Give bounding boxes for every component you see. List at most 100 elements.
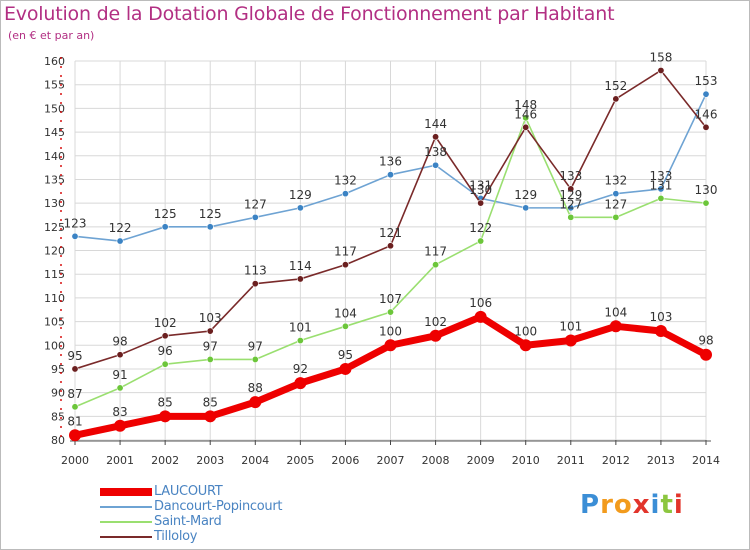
data-label: 144 [424, 117, 447, 131]
data-label: 125 [154, 207, 177, 221]
x-tick-label: 2002 [151, 454, 179, 467]
data-point [432, 133, 440, 141]
y-tick-label: 160 [44, 55, 65, 68]
data-point [294, 377, 307, 390]
data-label: 138 [424, 145, 447, 159]
data-point [432, 161, 440, 169]
legend-item: LAUCOURT [100, 484, 400, 499]
series-laucourt [69, 310, 712, 442]
legend: LAUCOURT Dancourt-Popincourt Saint-Mard Til… [100, 484, 400, 544]
data-point [429, 329, 442, 342]
data-point [386, 308, 394, 316]
data-label: 107 [379, 292, 402, 306]
legend-label: Saint-Mard [154, 514, 222, 529]
data-point [474, 310, 487, 323]
data-point [339, 362, 352, 375]
data-label: 98 [698, 334, 713, 348]
data-point [700, 348, 712, 361]
data-label: 131 [469, 178, 492, 192]
data-point [204, 410, 217, 423]
data-point [341, 190, 349, 198]
data-point [71, 403, 79, 411]
data-point [296, 337, 304, 345]
data-label: 96 [158, 344, 173, 358]
data-label: 121 [379, 226, 402, 240]
logo-letter: r [600, 490, 614, 520]
data-point [657, 185, 665, 193]
data-label: 132 [334, 174, 357, 188]
data-point [249, 396, 262, 409]
data-point [161, 332, 169, 340]
data-label: 88 [248, 381, 263, 395]
data-point [386, 242, 394, 250]
data-label: 95 [67, 349, 82, 363]
y-tick-label: 125 [44, 221, 65, 234]
data-label: 133 [559, 169, 582, 183]
data-point [69, 429, 81, 442]
logo-letter: t [660, 490, 674, 520]
y-tick-label: 140 [44, 150, 65, 163]
data-label: 87 [67, 387, 82, 401]
data-point [206, 223, 214, 231]
y-tick-label: 150 [44, 102, 65, 115]
y-tick-label: 85 [51, 410, 65, 423]
y-tick-label: 95 [51, 363, 65, 376]
legend-swatch [100, 488, 152, 496]
axis-layer: 8085909510010511011512012513013514014515… [44, 55, 720, 467]
data-label: 100 [514, 324, 537, 338]
data-point [567, 204, 575, 212]
data-point [341, 322, 349, 330]
data-label: 153 [695, 74, 718, 88]
data-label: 127 [559, 197, 582, 211]
legend-item: Dancourt-Popincourt [100, 499, 400, 514]
data-point [116, 384, 124, 392]
y-tick-label: 105 [44, 316, 65, 329]
data-label: 113 [244, 264, 267, 278]
data-point [702, 123, 710, 131]
data-point [564, 334, 577, 347]
data-label: 85 [203, 395, 218, 409]
data-point [71, 232, 79, 240]
data-point [251, 355, 259, 363]
data-point [522, 114, 530, 122]
x-tick-label: 2005 [286, 454, 314, 467]
data-point [522, 123, 530, 131]
data-label: 132 [604, 174, 627, 188]
data-point [159, 410, 172, 423]
data-label: 106 [469, 296, 492, 310]
data-label: 129 [559, 188, 582, 202]
data-point [206, 327, 214, 335]
y-tick-label: 100 [44, 339, 65, 352]
data-point [702, 90, 710, 98]
data-point [161, 223, 169, 231]
data-label: 152 [604, 79, 627, 93]
data-label: 133 [649, 169, 672, 183]
x-tick-label: 2014 [692, 454, 720, 467]
logo-letter: i [673, 490, 684, 520]
data-point [609, 320, 622, 333]
data-point [161, 360, 169, 368]
data-label: 123 [64, 216, 87, 230]
chart-title: Evolution de la Dotation Globale de Fonc… [4, 3, 615, 25]
y-tick-label: 130 [44, 197, 65, 210]
legend-label: LAUCOURT [154, 484, 223, 499]
x-tick-label: 2010 [512, 454, 540, 467]
data-label: 130 [469, 183, 492, 197]
data-point [296, 204, 304, 212]
legend-item: Saint-Mard [100, 514, 400, 529]
data-label: 102 [424, 315, 447, 329]
data-label: 127 [244, 197, 267, 211]
y-tick-label: 115 [44, 268, 65, 281]
x-tick-label: 2000 [61, 454, 89, 467]
legend-item: Tilloloy [100, 529, 400, 544]
data-label: 104 [334, 306, 357, 320]
legend-label: Tilloloy [154, 529, 198, 544]
data-point [522, 204, 530, 212]
data-label: 91 [112, 368, 127, 382]
logo-letter: i [650, 490, 661, 520]
data-label: 129 [289, 188, 312, 202]
data-point [341, 261, 349, 269]
data-point [519, 339, 532, 352]
data-label: 98 [112, 335, 127, 349]
